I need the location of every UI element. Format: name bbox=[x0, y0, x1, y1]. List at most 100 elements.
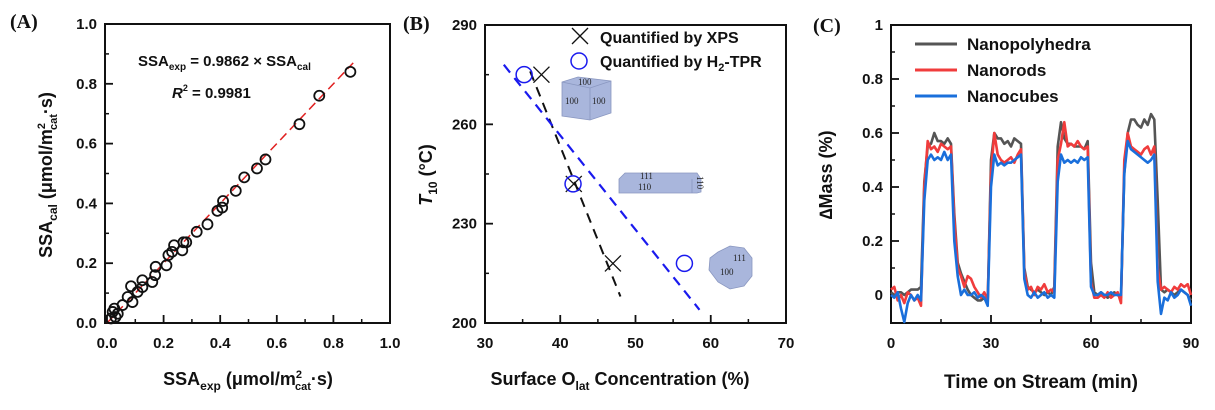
x-marker-stroke bbox=[604, 254, 622, 272]
legend-nanocubes-label: Nanocubes bbox=[967, 87, 1059, 106]
svg-text:100: 100 bbox=[565, 96, 579, 106]
panel-b-marks bbox=[502, 64, 701, 311]
x-tick-label: 30 bbox=[983, 335, 1000, 352]
svg-text:100: 100 bbox=[720, 267, 734, 277]
panel-b: (B) 30 40 50 60 70 200 230 260 290 100 100 100 1… bbox=[403, 13, 794, 393]
x-tick-label: 70 bbox=[778, 335, 795, 352]
y-tick-label: 0.0 bbox=[76, 315, 97, 332]
panel-c-x-axis-title: Time on Stream (min) bbox=[944, 372, 1138, 393]
y-tick-label: 290 bbox=[452, 17, 477, 34]
data-point bbox=[149, 269, 162, 282]
y-tick-label: 0.4 bbox=[862, 179, 884, 196]
x-tick-label: 30 bbox=[477, 335, 494, 352]
legend-nanopolyhedra-label: Nanopolyhedra bbox=[967, 35, 1091, 54]
svg-text:110: 110 bbox=[638, 182, 652, 192]
xps-data-point bbox=[532, 66, 550, 84]
tpr-trend-line bbox=[502, 64, 701, 311]
y-tick-label: 0.4 bbox=[76, 195, 98, 212]
tpr-data-point bbox=[515, 65, 533, 84]
nanorod-illustration: 111 110 110 bbox=[618, 171, 705, 194]
nanocubes-line bbox=[890, 139, 1193, 324]
panel-b-ticks: 30 40 50 60 70 200 230 260 290 bbox=[452, 17, 794, 352]
data-point bbox=[190, 225, 203, 238]
panel-c-ticks: 0 30 60 90 0 0.2 0.4 0.6 0.8 1 bbox=[862, 17, 1199, 352]
x-tick-label: 0.6 bbox=[266, 335, 287, 352]
x-tick-label: 0.8 bbox=[323, 335, 344, 352]
data-point bbox=[217, 195, 229, 207]
x-tick-label: 50 bbox=[627, 335, 644, 352]
x-tick-label: 60 bbox=[702, 335, 719, 352]
x-tick-label: 40 bbox=[552, 335, 569, 352]
data-point bbox=[136, 274, 149, 287]
legend-tpr-label: Quantified by H2-TPR bbox=[600, 54, 762, 74]
panel-a-equation: SSAexp = 0.9862 × SSAcal bbox=[138, 53, 311, 73]
x-marker-stroke bbox=[532, 66, 550, 84]
data-point bbox=[313, 89, 326, 102]
legend-xps-marker-icon bbox=[571, 27, 589, 45]
legend-xps-label: Quantified by XPS bbox=[600, 30, 739, 47]
panel-c-y-axis-title: ∆Mass (%) bbox=[816, 130, 836, 219]
y-tick-label: 200 bbox=[452, 315, 477, 332]
legend-nanorods-label: Nanorods bbox=[967, 61, 1046, 80]
x-tick-label: 1.0 bbox=[380, 335, 401, 352]
svg-text:100: 100 bbox=[578, 77, 592, 87]
panel-c-legend: Nanopolyhedra Nanorods Nanocubes bbox=[915, 35, 1091, 106]
y-tick-label: 0.6 bbox=[862, 125, 883, 142]
data-point bbox=[238, 171, 251, 184]
data-point bbox=[149, 260, 162, 273]
xps-trend-line bbox=[529, 70, 622, 297]
panel-a-y-axis-title: SSAcal (μmol/m2cat·s) bbox=[36, 92, 60, 258]
data-point bbox=[160, 259, 173, 272]
x-tick-label: 0 bbox=[887, 335, 895, 352]
nanopolyhedron-illustration: 111 100 bbox=[708, 245, 753, 290]
legend-tpr-marker-icon bbox=[570, 52, 588, 70]
y-tick-label: 0.2 bbox=[76, 255, 97, 272]
y-tick-label: 1 bbox=[875, 17, 883, 34]
y-tick-label: 0.8 bbox=[76, 76, 97, 93]
y-tick-label: 230 bbox=[452, 216, 477, 233]
panel-b-y-axis-title: T10 (°C) bbox=[416, 144, 440, 206]
data-point bbox=[229, 184, 242, 197]
panel-a: (A) 0.0 0.2 0.4 0.6 0.8 1.0 0.0 0.2 0.4 0.6 0.8 1.0… bbox=[10, 11, 400, 393]
data-point bbox=[293, 118, 306, 131]
x-tick-label: 90 bbox=[1183, 335, 1200, 352]
data-point bbox=[211, 204, 224, 217]
tpr-data-point bbox=[675, 254, 694, 273]
panel-a-label: (A) bbox=[10, 11, 38, 33]
data-point bbox=[344, 65, 357, 78]
x-tick-label: 0.2 bbox=[153, 335, 174, 352]
panel-b-x-axis-title: Surface Olat Concentration (%) bbox=[490, 369, 749, 393]
x-tick-label: 60 bbox=[1083, 335, 1100, 352]
y-tick-label: 260 bbox=[452, 116, 477, 133]
panel-b-label: (B) bbox=[403, 13, 430, 35]
y-tick-label: 0.8 bbox=[862, 71, 883, 88]
panel-a-marks bbox=[105, 62, 357, 325]
data-point bbox=[121, 291, 134, 303]
y-tick-label: 0.6 bbox=[76, 136, 97, 153]
panel-a-r-squared: R2 = 0.9981 bbox=[172, 83, 251, 102]
svg-text:110: 110 bbox=[695, 176, 705, 190]
y-tick-label: 1.0 bbox=[76, 16, 97, 33]
panel-a-ticks: 0.0 0.2 0.4 0.6 0.8 1.0 0.0 0.2 0.4 0.6 0.8 1.0 bbox=[76, 16, 400, 352]
data-point bbox=[168, 239, 180, 252]
y-tick-label: 0 bbox=[875, 287, 883, 304]
svg-text:111: 111 bbox=[640, 171, 653, 181]
panel-c: (C) 0 30 60 90 0 0.2 0.4 0.6 0.8 1 Nanopolyhedra … bbox=[813, 15, 1199, 393]
panel-c-marks bbox=[890, 112, 1193, 324]
panel-c-label: (C) bbox=[813, 15, 841, 37]
data-point bbox=[166, 245, 178, 258]
svg-text:111: 111 bbox=[733, 253, 746, 263]
nanocube-illustration: 100 100 100 bbox=[561, 76, 612, 121]
nanopolyhedra-line bbox=[890, 112, 1193, 305]
data-point bbox=[109, 311, 122, 323]
xps-data-point bbox=[604, 254, 622, 272]
y-tick-label: 0.2 bbox=[862, 233, 883, 250]
panel-a-x-axis-title: SSAexp (μmol/m2 cat·s) bbox=[163, 369, 333, 393]
data-point bbox=[259, 153, 272, 166]
tpr-data-point bbox=[564, 175, 582, 193]
data-point bbox=[251, 162, 263, 175]
x-tick-label: 0.0 bbox=[97, 335, 118, 352]
x-tick-label: 0.4 bbox=[210, 335, 232, 352]
